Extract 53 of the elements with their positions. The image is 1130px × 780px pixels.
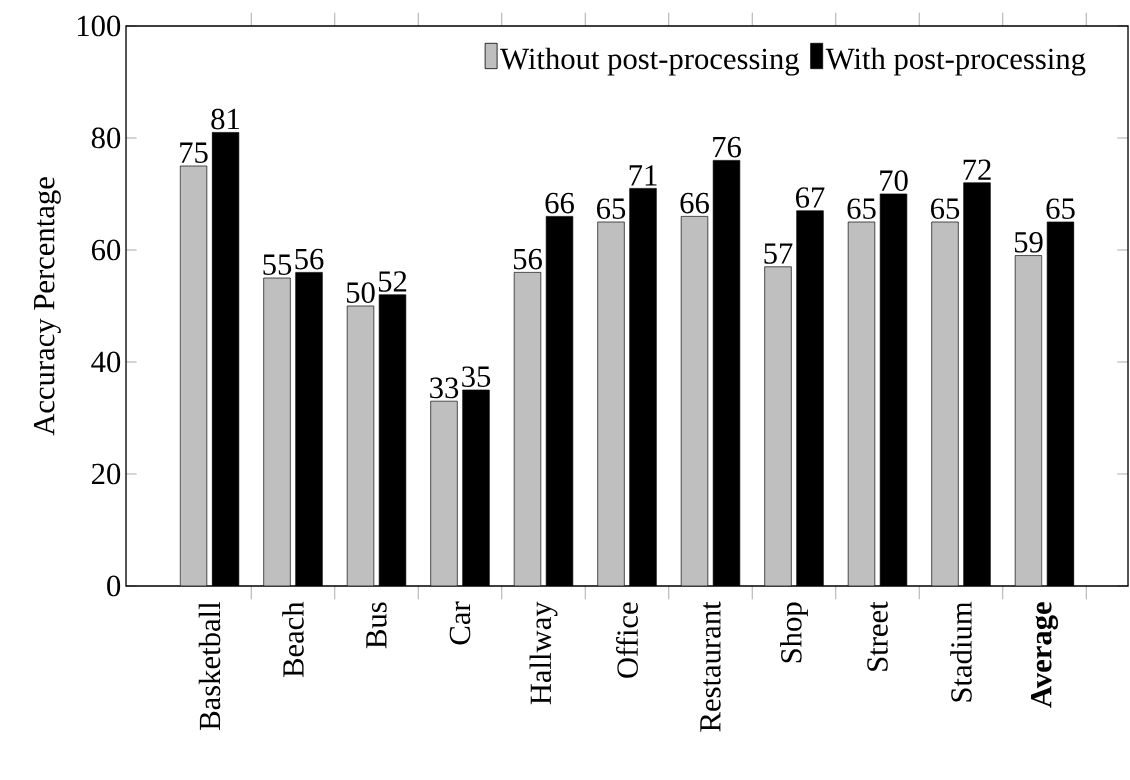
bar [931,221,959,586]
data-label: 65 [930,198,960,219]
bar [263,277,291,586]
y-tick-label: 40 [91,351,121,373]
data-label: 59 [1014,231,1043,253]
x-tick-label: Office [616,602,638,678]
data-label: 50 [346,282,375,303]
data-label: 75 [180,142,208,163]
data-label: 71 [629,165,657,186]
x-tick-label: Hallway [529,601,558,705]
bar [513,272,542,586]
data-label: 55 [263,254,292,275]
legend-label: With post-processing [825,47,1086,76]
bar [680,216,709,586]
y-tick-label: 20 [91,463,121,485]
data-label: 72 [963,159,991,180]
data-label: 35 [462,366,491,387]
x-tick-label: Shop [780,602,808,663]
data-label: 66 [680,192,709,214]
y-tick-label: 100 [78,15,121,37]
data-label: 33 [430,377,459,399]
y-tick-label: 60 [91,239,121,261]
x-tick-label: Beach [282,601,304,678]
data-label: 56 [513,248,542,270]
x-tick-label: Car [449,601,471,645]
y-tick-label: 80 [91,127,121,149]
data-label: 76 [713,136,741,158]
bar [847,221,876,586]
x-tick-label: Bus [366,602,387,649]
bar [179,165,208,586]
data-label: 57 [764,243,793,264]
legend-label: Without post-processing [500,47,800,76]
x-tick-label: Basketball [198,601,221,730]
x-tick-label: Restaurant [700,601,721,732]
data-label: 70 [880,170,908,191]
y-tick-label: 0 [107,575,121,597]
bar [764,266,792,586]
bar [430,400,458,586]
bar [346,305,375,586]
bar [1014,255,1043,586]
data-label: 66 [545,192,574,214]
bar [597,221,625,586]
data-label: 65 [1046,198,1075,219]
x-tick-label: Stadium [950,601,972,702]
data-label: 56 [295,248,324,270]
x-tick-label: Average [1031,602,1059,708]
data-label: 52 [378,271,407,292]
data-label: 65 [596,198,626,219]
data-label: 81 [211,108,239,130]
data-label: 65 [847,198,876,219]
data-label: 67 [795,187,825,208]
y-axis-title: Accuracy Percentage [33,177,61,436]
x-tick-label: Street [867,601,888,671]
